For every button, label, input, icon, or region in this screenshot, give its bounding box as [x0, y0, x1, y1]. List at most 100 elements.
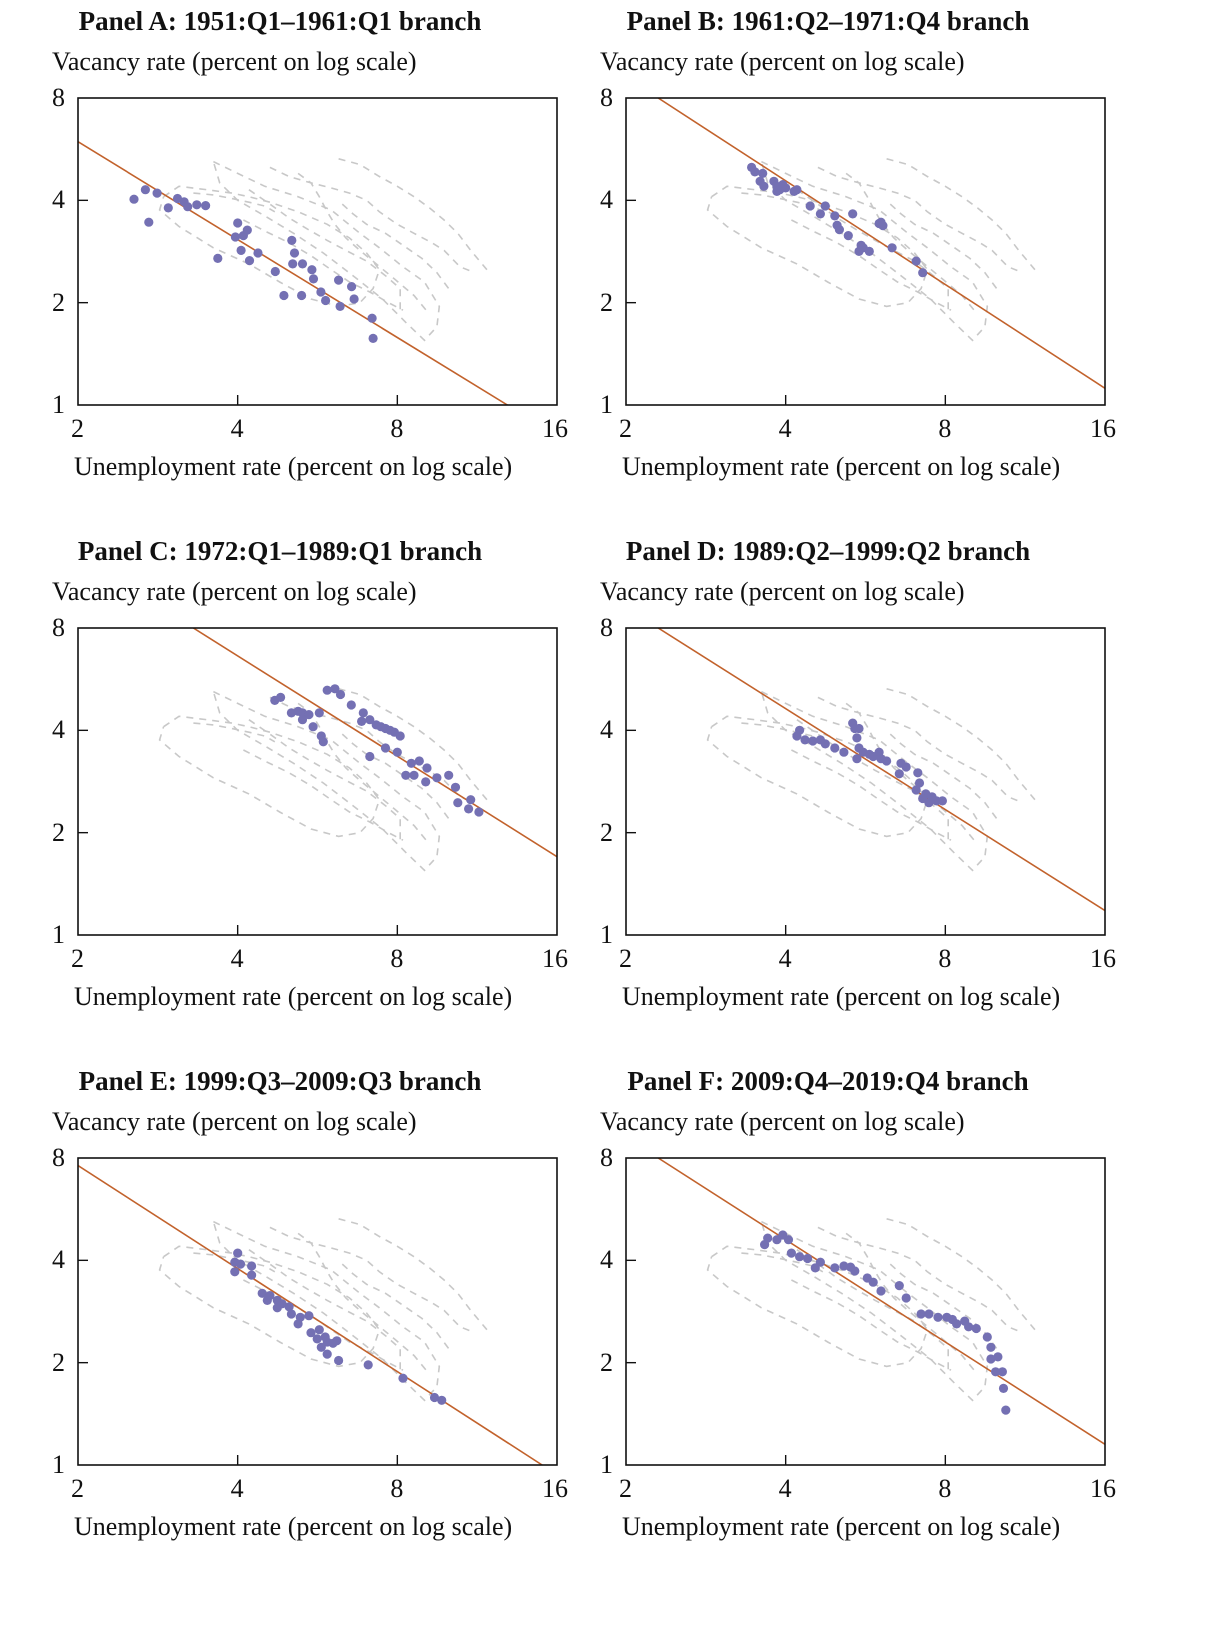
data-point — [316, 287, 326, 297]
background-loop — [706, 1245, 929, 1368]
background-loop — [297, 702, 431, 845]
background-loop — [791, 1279, 952, 1371]
y-tick-label: 1 — [52, 390, 65, 419]
y-tick-label: 8 — [600, 83, 613, 112]
background-loop — [248, 189, 402, 315]
data-point — [450, 782, 461, 792]
x-tick-label: 8 — [938, 944, 952, 973]
data-point — [852, 733, 862, 743]
data-point — [852, 754, 862, 764]
x-tick-label: 16 — [1090, 414, 1116, 443]
data-point — [998, 1383, 1009, 1393]
background-loop — [886, 1218, 1036, 1331]
background-loop — [158, 715, 381, 838]
data-point — [876, 1286, 886, 1296]
data-point — [986, 1342, 996, 1352]
data-point — [335, 689, 346, 700]
data-point — [286, 1309, 296, 1319]
x-tick-label: 4 — [230, 944, 244, 973]
plot-area — [625, 97, 1106, 406]
data-point — [380, 743, 391, 753]
axes-frame — [77, 97, 558, 406]
background-loop — [193, 192, 276, 213]
data-point — [247, 1261, 257, 1271]
fit-line — [657, 98, 1105, 389]
y-tick-label: 1 — [600, 1450, 613, 1479]
x-tick-label: 16 — [1090, 944, 1116, 973]
data-point — [800, 735, 810, 745]
data-point — [901, 762, 911, 772]
data-point — [952, 1319, 962, 1329]
data-point — [247, 1270, 257, 1280]
data-point — [242, 225, 252, 235]
axes-frame — [77, 1157, 558, 1466]
data-point — [144, 217, 154, 227]
fit-line — [657, 1158, 1105, 1446]
data-point — [265, 1291, 275, 1301]
x-axis-label: Unemployment rate (percent on log scale) — [74, 982, 513, 1011]
data-point — [850, 1266, 860, 1276]
data-point — [882, 756, 892, 766]
data-point — [894, 1281, 904, 1291]
axes-frame — [625, 97, 1106, 406]
background-loop — [243, 219, 404, 311]
data-point — [297, 259, 308, 269]
data-point — [201, 201, 211, 211]
data-point — [808, 736, 818, 746]
background-loop — [889, 1263, 998, 1350]
panel-title: Panel F: 2009:Q4–2019:Q4 branch — [627, 1066, 1029, 1096]
panel-e: Panel E: 1999:Q3–2009:Q3 branch Vacancy r… — [0, 1060, 568, 1560]
background-loop — [212, 1220, 441, 1402]
data-point — [357, 716, 367, 726]
data-point — [464, 804, 474, 814]
y-tick-label: 2 — [52, 1347, 65, 1377]
data-point — [759, 181, 769, 191]
data-point — [868, 1277, 878, 1287]
data-point — [786, 1248, 796, 1258]
data-point — [129, 194, 139, 204]
y-tick-label: 2 — [600, 287, 613, 317]
data-point — [253, 248, 263, 258]
data-point — [924, 798, 934, 808]
data-point — [287, 235, 297, 245]
y-tick-label: 2 — [52, 817, 65, 847]
data-point — [772, 186, 782, 196]
data-point — [781, 183, 791, 193]
data-point — [289, 248, 300, 258]
y-tick-label: 2 — [600, 1347, 613, 1377]
x-tick-label: 2 — [619, 944, 632, 973]
data-point — [213, 253, 223, 263]
data-point — [318, 737, 328, 747]
x-tick-label: 4 — [230, 414, 244, 443]
background-loop — [845, 172, 979, 315]
data-point — [864, 246, 874, 256]
data-point — [924, 1309, 934, 1319]
y-axis-label: Vacancy rate (percent on log scale) — [52, 1107, 417, 1136]
x-tick-label: 2 — [71, 1474, 84, 1503]
data-point — [322, 1349, 332, 1359]
data-point — [244, 256, 255, 266]
data-point — [887, 243, 897, 253]
y-tick-label: 4 — [52, 715, 65, 745]
data-point — [236, 245, 246, 255]
fit-line — [78, 141, 508, 405]
data-point — [763, 1233, 773, 1243]
y-tick-label: 8 — [52, 613, 65, 642]
data-point — [789, 186, 799, 196]
x-tick-label: 2 — [71, 414, 84, 443]
data-point — [398, 1373, 408, 1383]
data-point — [854, 723, 864, 734]
data-point — [982, 1332, 992, 1342]
data-point — [758, 168, 768, 178]
data-point — [308, 274, 319, 284]
x-axis-label: Unemployment rate (percent on log scale) — [622, 982, 1061, 1011]
data-point — [368, 333, 378, 343]
data-point — [839, 747, 849, 757]
background-loop — [760, 690, 989, 872]
background-loop — [341, 203, 450, 290]
data-point — [830, 211, 840, 221]
data-point — [783, 1235, 794, 1245]
panel-d: Panel D: 1989:Q2–1999:Q2 branch Vacancy r… — [548, 530, 1116, 1030]
background-loop — [158, 1245, 381, 1368]
y-tick-label: 8 — [600, 613, 613, 642]
